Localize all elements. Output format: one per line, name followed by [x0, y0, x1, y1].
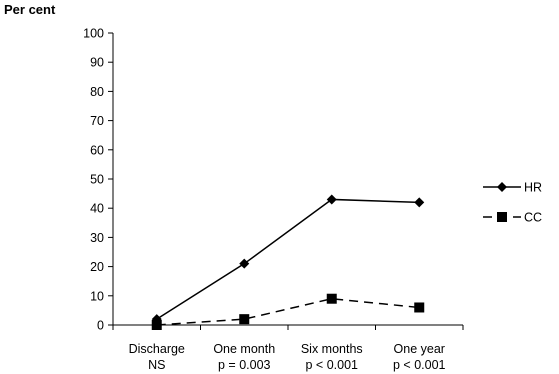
y-tick-label: 90: [90, 56, 104, 70]
y-tick-label: 10: [90, 289, 104, 303]
y-tick-label: 100: [83, 27, 104, 41]
x-tick-label: Six months: [301, 342, 363, 356]
data-point-hr: [239, 258, 250, 269]
y-tick-label: 80: [90, 85, 104, 99]
series-line: [156, 198, 420, 320]
legend-marker: [497, 182, 507, 192]
legend: HR CC: [483, 181, 542, 225]
x-tick-note: p < 0.001: [306, 358, 359, 372]
y-tick-label: 60: [90, 143, 104, 157]
data-point-cc: [239, 314, 250, 325]
x-tick-label: One month: [213, 342, 275, 356]
data-point-cc: [151, 320, 162, 330]
legend-label: CC: [524, 211, 542, 225]
x-ticks: Discharge NS One month p = 0.003 Six months p…: [112, 325, 464, 372]
x-tick-note: NS: [148, 358, 165, 372]
series-cc: [151, 293, 425, 330]
y-tick-label: 50: [90, 173, 104, 187]
series-group: [151, 194, 425, 330]
series-line: [156, 297, 420, 326]
data-point-hr: [414, 197, 425, 208]
axes: [112, 33, 463, 326]
y-axis-title: Per cent: [4, 2, 56, 17]
y-tick-label: 20: [90, 260, 104, 274]
legend-item-hr: HR: [483, 181, 542, 195]
x-tick-label: One year: [394, 342, 445, 356]
x-tick-note: p = 0.003: [218, 358, 271, 372]
data-point-hr: [326, 194, 337, 205]
data-point-cc: [414, 302, 425, 313]
data-point-cc: [326, 293, 337, 304]
x-tick-note: p < 0.001: [393, 358, 446, 372]
y-tick-label: 40: [90, 202, 104, 216]
legend-item-cc: CC: [483, 211, 542, 225]
legend-label: HR: [524, 181, 542, 195]
y-tick-label: 70: [90, 114, 104, 128]
series-hr: [151, 194, 425, 325]
x-tick-label: Discharge: [129, 342, 185, 356]
y-ticks: 0 10 20 30 40 50 60 70 80 90 100: [83, 27, 113, 333]
y-tick-label: 30: [90, 231, 104, 245]
y-tick-label: 0: [97, 319, 104, 333]
legend-marker: [497, 212, 507, 222]
